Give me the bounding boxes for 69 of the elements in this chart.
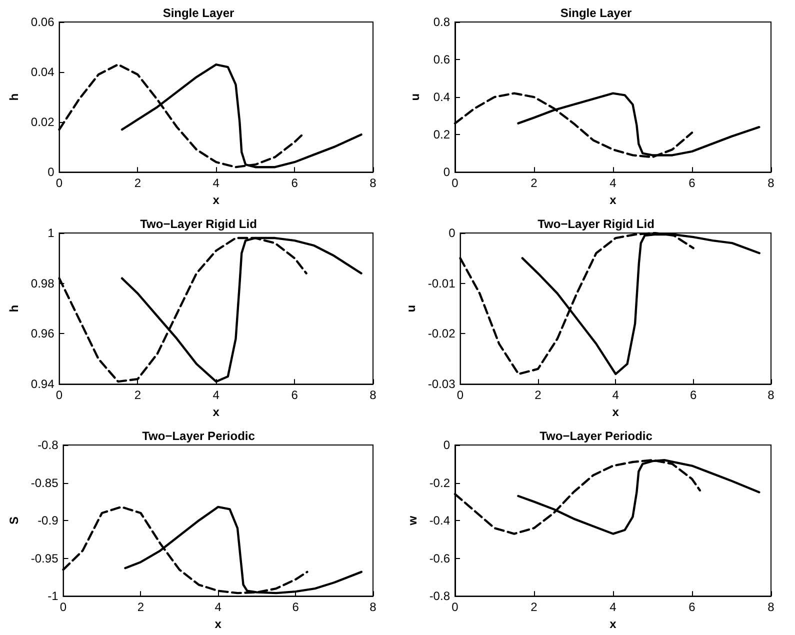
x-axis-title: x bbox=[610, 193, 617, 207]
x-tick-label: 6 bbox=[291, 388, 298, 402]
y-tick-label: 0 bbox=[443, 165, 450, 180]
y-tick-label: 0 bbox=[48, 165, 55, 180]
y-tick-label: -0.95 bbox=[30, 551, 59, 566]
x-tick-label: 2 bbox=[530, 600, 538, 614]
x-axis-title: x bbox=[214, 617, 222, 631]
y-axis-title: h bbox=[7, 304, 21, 312]
x-axis-title: x bbox=[212, 405, 220, 419]
y-tick-label: -0.01 bbox=[428, 276, 456, 290]
y-axis-title: S bbox=[7, 516, 21, 525]
y-axis-title: u bbox=[408, 93, 422, 101]
y-tick-label: 0.06 bbox=[30, 15, 55, 29]
x-tick-label: 6 bbox=[292, 600, 300, 614]
x-tick-label: 6 bbox=[291, 176, 298, 190]
chart-title: Single Layer bbox=[162, 6, 235, 20]
x-tick-label: 4 bbox=[212, 176, 220, 190]
y-tick-label: -0.85 bbox=[30, 476, 59, 490]
x-tick-label: 8 bbox=[768, 176, 775, 190]
y-tick-label: -0.03 bbox=[428, 377, 456, 392]
x-tick-label: 4 bbox=[612, 388, 620, 402]
chart-title: Two−Layer Periodic bbox=[540, 429, 653, 443]
y-tick-label: 0.04 bbox=[30, 65, 55, 80]
x-tick-label: 4 bbox=[214, 600, 222, 614]
x-tick-label: 2 bbox=[530, 176, 538, 190]
y-tick-label: 0.8 bbox=[433, 15, 450, 29]
x-tick-label: 6 bbox=[688, 600, 696, 614]
y-tick-label: 0.4 bbox=[433, 90, 450, 104]
y-tick-label: -0.4 bbox=[429, 514, 450, 528]
x-tick-label: 8 bbox=[370, 388, 377, 402]
y-tick-label: -0.9 bbox=[38, 514, 59, 528]
chart-title: Two−Layer Rigid Lid bbox=[538, 217, 654, 231]
x-tick-label: 2 bbox=[134, 176, 142, 190]
y-tick-label: 0 bbox=[448, 226, 456, 240]
chart-title: Two−Layer Periodic bbox=[142, 429, 256, 443]
y-tick-label: -0.6 bbox=[429, 551, 450, 566]
y-tick-label: 1 bbox=[48, 226, 55, 240]
y-tick-label: -0.8 bbox=[429, 589, 450, 604]
y-tick-label: 0.94 bbox=[30, 377, 55, 392]
y-tick-label: -0.02 bbox=[428, 326, 456, 341]
x-tick-label: 2 bbox=[534, 388, 542, 402]
y-tick-label: 0.96 bbox=[30, 326, 55, 341]
y-tick-label: -0.2 bbox=[429, 476, 450, 490]
y-tick-label: -0.8 bbox=[38, 438, 59, 452]
y-tick-label: 0 bbox=[443, 438, 450, 452]
x-tick-label: 8 bbox=[370, 600, 377, 614]
chart-title: Single Layer bbox=[560, 6, 632, 20]
y-tick-label: 0.6 bbox=[433, 52, 450, 67]
x-axis-title: x bbox=[612, 405, 620, 419]
x-axis-title: x bbox=[610, 617, 617, 631]
x-axis-title: x bbox=[212, 193, 220, 207]
x-tick-label: 2 bbox=[137, 600, 144, 614]
x-tick-label: 4 bbox=[610, 176, 617, 190]
x-tick-label: 4 bbox=[212, 388, 220, 402]
y-tick-label: -1 bbox=[48, 589, 59, 604]
x-tick-label: 4 bbox=[610, 600, 617, 614]
x-tick-label: 8 bbox=[370, 176, 377, 190]
x-tick-label: 6 bbox=[690, 388, 697, 402]
x-tick-label: 2 bbox=[134, 388, 142, 402]
y-axis-title: w bbox=[405, 515, 420, 526]
y-tick-label: 0.98 bbox=[30, 276, 55, 290]
x-tick-label: 8 bbox=[768, 600, 775, 614]
chart-title: Two−Layer Rigid Lid bbox=[140, 217, 257, 231]
y-axis-title: u bbox=[404, 304, 418, 312]
y-tick-label: 0.2 bbox=[433, 128, 450, 142]
y-axis-title: h bbox=[7, 93, 21, 101]
x-tick-label: 8 bbox=[768, 388, 775, 402]
x-tick-label: 6 bbox=[688, 176, 696, 190]
y-tick-label: 0.02 bbox=[30, 115, 55, 130]
